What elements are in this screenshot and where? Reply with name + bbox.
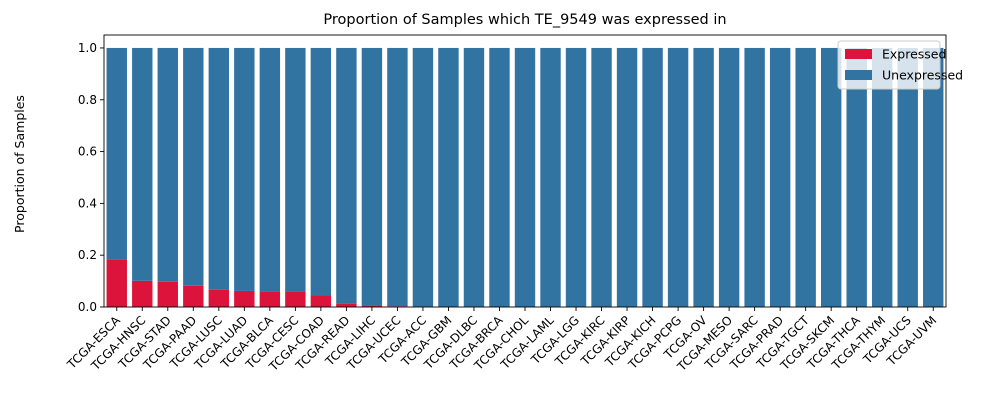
bar-expressed-tcga-lusc (208, 289, 230, 307)
bar-unexpressed-tcga-meso (718, 47, 740, 307)
bar-unexpressed-tcga-read (336, 47, 357, 304)
bar-unexpressed-tcga-lusc (208, 47, 230, 290)
y-tick-label: 0.4 (78, 196, 97, 210)
legend-label-unexpressed: Unexpressed (882, 68, 963, 83)
bar-unexpressed-tcga-gbm (438, 47, 459, 307)
bar-expressed-tcga-stad (157, 281, 178, 307)
bar-unexpressed-tcga-chol (514, 47, 536, 307)
bar-unexpressed-tcga-dlbc (463, 47, 485, 307)
y-tick-label: 0.2 (78, 248, 97, 262)
bar-unexpressed-tcga-ucs (897, 47, 918, 307)
bar-unexpressed-tcga-lihc (361, 47, 383, 306)
bar-unexpressed-tcga-paad (183, 47, 204, 286)
y-tick-label: 0.6 (78, 145, 97, 159)
bar-expressed-tcga-lihc (361, 305, 383, 307)
bar-unexpressed-tcga-laml (540, 47, 561, 307)
bar-expressed-tcga-cesc (285, 291, 306, 307)
bar-expressed-tcga-esca (106, 259, 127, 307)
bar-unexpressed-tcga-uvm (923, 47, 944, 307)
bar-unexpressed-tcga-acc (412, 47, 434, 307)
bar-unexpressed-tcga-tgct (795, 47, 816, 307)
bar-unexpressed-tcga-luad (234, 47, 255, 291)
bar-unexpressed-tcga-ucec (387, 47, 408, 307)
bar-unexpressed-tcga-coad (310, 47, 332, 296)
bar-unexpressed-tcga-kich (642, 47, 663, 307)
bar-unexpressed-tcga-kirp (616, 47, 638, 307)
bar-unexpressed-tcga-brca (489, 47, 510, 307)
bar-unexpressed-tcga-ov (693, 47, 714, 307)
y-tick-label: 0.8 (78, 93, 97, 107)
bar-unexpressed-tcga-stad (157, 47, 178, 282)
bars-layer (106, 47, 944, 307)
bar-unexpressed-tcga-thym (872, 47, 893, 307)
bar-unexpressed-tcga-esca (106, 47, 127, 260)
bar-unexpressed-tcga-kirc (591, 47, 612, 307)
bar-unexpressed-tcga-blca (259, 47, 281, 292)
bar-expressed-tcga-blca (259, 291, 281, 307)
bar-unexpressed-tcga-pcpg (667, 47, 689, 307)
bar-expressed-tcga-read (336, 303, 357, 307)
bar-expressed-tcga-paad (183, 285, 204, 307)
bar-unexpressed-tcga-cesc (285, 47, 306, 292)
y-axis-label: Proportion of Samples (12, 95, 27, 233)
legend-label-expressed: Expressed (882, 47, 946, 62)
y-tick-label: 0.0 (78, 300, 97, 314)
bar-unexpressed-tcga-lgg (565, 47, 587, 307)
bar-expressed-tcga-coad (310, 295, 332, 307)
bar-unexpressed-tcga-thca (846, 47, 867, 307)
bar-expressed-tcga-luad (234, 290, 255, 307)
chart-title: Proportion of Samples which TE_9549 was … (323, 12, 726, 28)
y-tick-label: 1.0 (78, 41, 97, 55)
legend-swatch-unexpressed (845, 70, 872, 80)
bar-unexpressed-tcga-prad (769, 47, 791, 307)
bar-unexpressed-tcga-hnsc (132, 47, 153, 281)
bar-unexpressed-tcga-sarc (744, 47, 765, 307)
legend-swatch-expressed (845, 49, 872, 59)
bar-unexpressed-tcga-skcm (820, 47, 842, 307)
legend: Expressed Unexpressed (837, 40, 963, 90)
bar-expressed-tcga-hnsc (132, 280, 153, 307)
